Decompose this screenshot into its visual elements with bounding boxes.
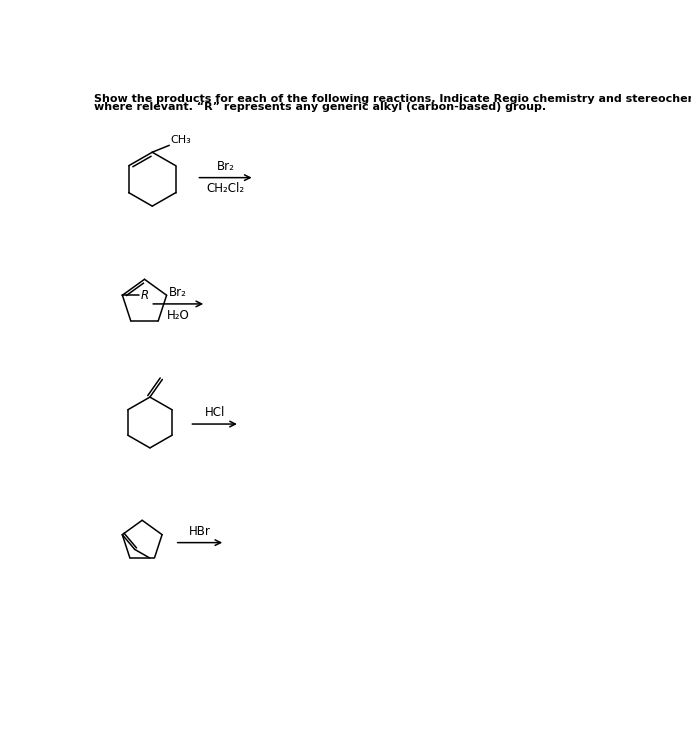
- Text: CH₂Cl₂: CH₂Cl₂: [207, 183, 245, 195]
- Text: where relevant. “R” represents any generic alkyl (carbon-based) group.: where relevant. “R” represents any gener…: [94, 102, 547, 112]
- Text: H₂O: H₂O: [167, 308, 189, 322]
- Text: Br₂: Br₂: [169, 286, 187, 300]
- Text: HCl: HCl: [205, 406, 225, 420]
- Text: Br₂: Br₂: [216, 160, 234, 173]
- Text: R: R: [141, 289, 149, 302]
- Text: HBr: HBr: [189, 525, 211, 538]
- Text: Show the products for each of the following reactions. Indicate Regio chemistry : Show the products for each of the follow…: [94, 94, 691, 105]
- Text: CH₃: CH₃: [170, 135, 191, 144]
